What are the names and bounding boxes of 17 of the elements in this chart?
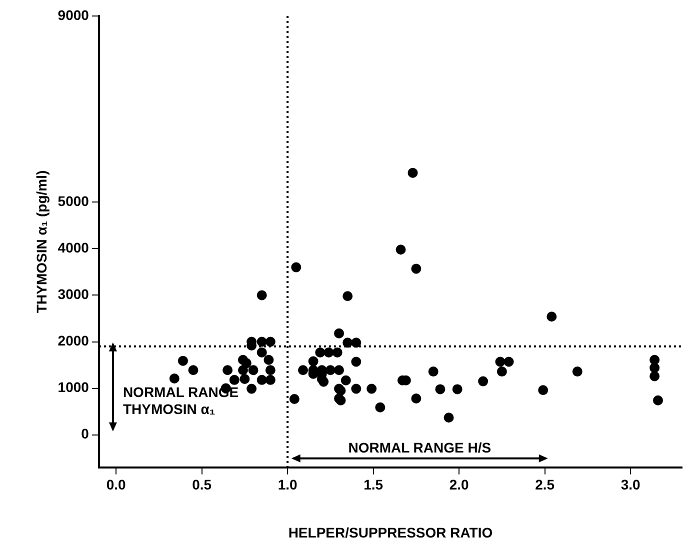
x-tick-label: 1.0 — [278, 476, 298, 493]
x-tick-label: 0.0 — [106, 476, 126, 493]
x-tick-label: 3.0 — [620, 476, 640, 493]
y-tick-label: 1000 — [58, 379, 90, 396]
x-tick-label: 1.5 — [364, 476, 384, 493]
y-axis-title: THYMOSIN α₁ (pg/ml) — [33, 170, 50, 314]
y-tick-label: 9000 — [58, 6, 90, 23]
y-tick-label: 2000 — [58, 332, 90, 349]
x-axis-title: HELPER/SUPPRESSOR RATIO — [288, 524, 493, 540]
y-tick-label: 3000 — [58, 286, 90, 302]
y-tick-label: 0 — [81, 426, 90, 442]
x-tick-label: 2.0 — [449, 476, 470, 493]
x-tick-label: 0.5 — [192, 476, 212, 493]
annotation: NORMAL RANGE H/S — [348, 439, 492, 456]
y-tick-label: 5000 — [58, 193, 90, 210]
y-tick-label: 4000 — [58, 240, 90, 256]
x-tick-label: 2.5 — [535, 476, 555, 493]
